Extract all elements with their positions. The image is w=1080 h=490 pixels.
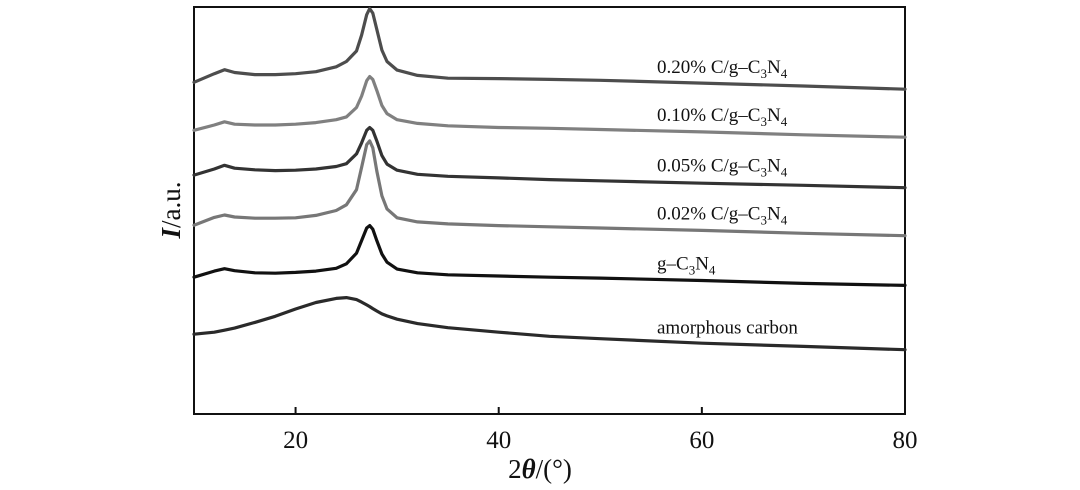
x-tick-label-1: 40 (486, 427, 511, 454)
plot-frame (193, 6, 906, 415)
series-label-1: 0.10% C/g–C3N4 (657, 105, 788, 129)
series-label-2: 0.05% C/g–C3N4 (657, 156, 788, 180)
series-line-0 (192, 7, 907, 91)
series-line-3 (192, 139, 907, 238)
series-line-4 (192, 224, 907, 287)
x-tick-label-2: 60 (689, 427, 714, 454)
series-line-1 (192, 74, 907, 139)
series-layer (192, 7, 907, 352)
y-axis-title: I/a.u. (156, 181, 186, 239)
plot-frame-rect (193, 6, 906, 415)
series-label-3: 0.02% C/g–C3N4 (657, 204, 788, 228)
series-label-layer: 0.20% C/g–C3N4 0.10% C/g–C3N4 0.05% C/g–C3… (657, 57, 798, 339)
x-tick-label-3: 80 (893, 427, 918, 454)
series-label-0: 0.20% C/g–C3N4 (657, 57, 788, 81)
x-axis-title: 2θ/(°) (508, 454, 572, 484)
series-line-2 (192, 125, 907, 190)
series-line-5 (192, 296, 907, 352)
x-tick-layer: 20 40 60 80 (283, 407, 918, 454)
series-label-5: amorphous carbon (657, 318, 798, 339)
series-label-4: g–C3N4 (657, 253, 716, 277)
x-tick-label-0: 20 (283, 427, 308, 454)
